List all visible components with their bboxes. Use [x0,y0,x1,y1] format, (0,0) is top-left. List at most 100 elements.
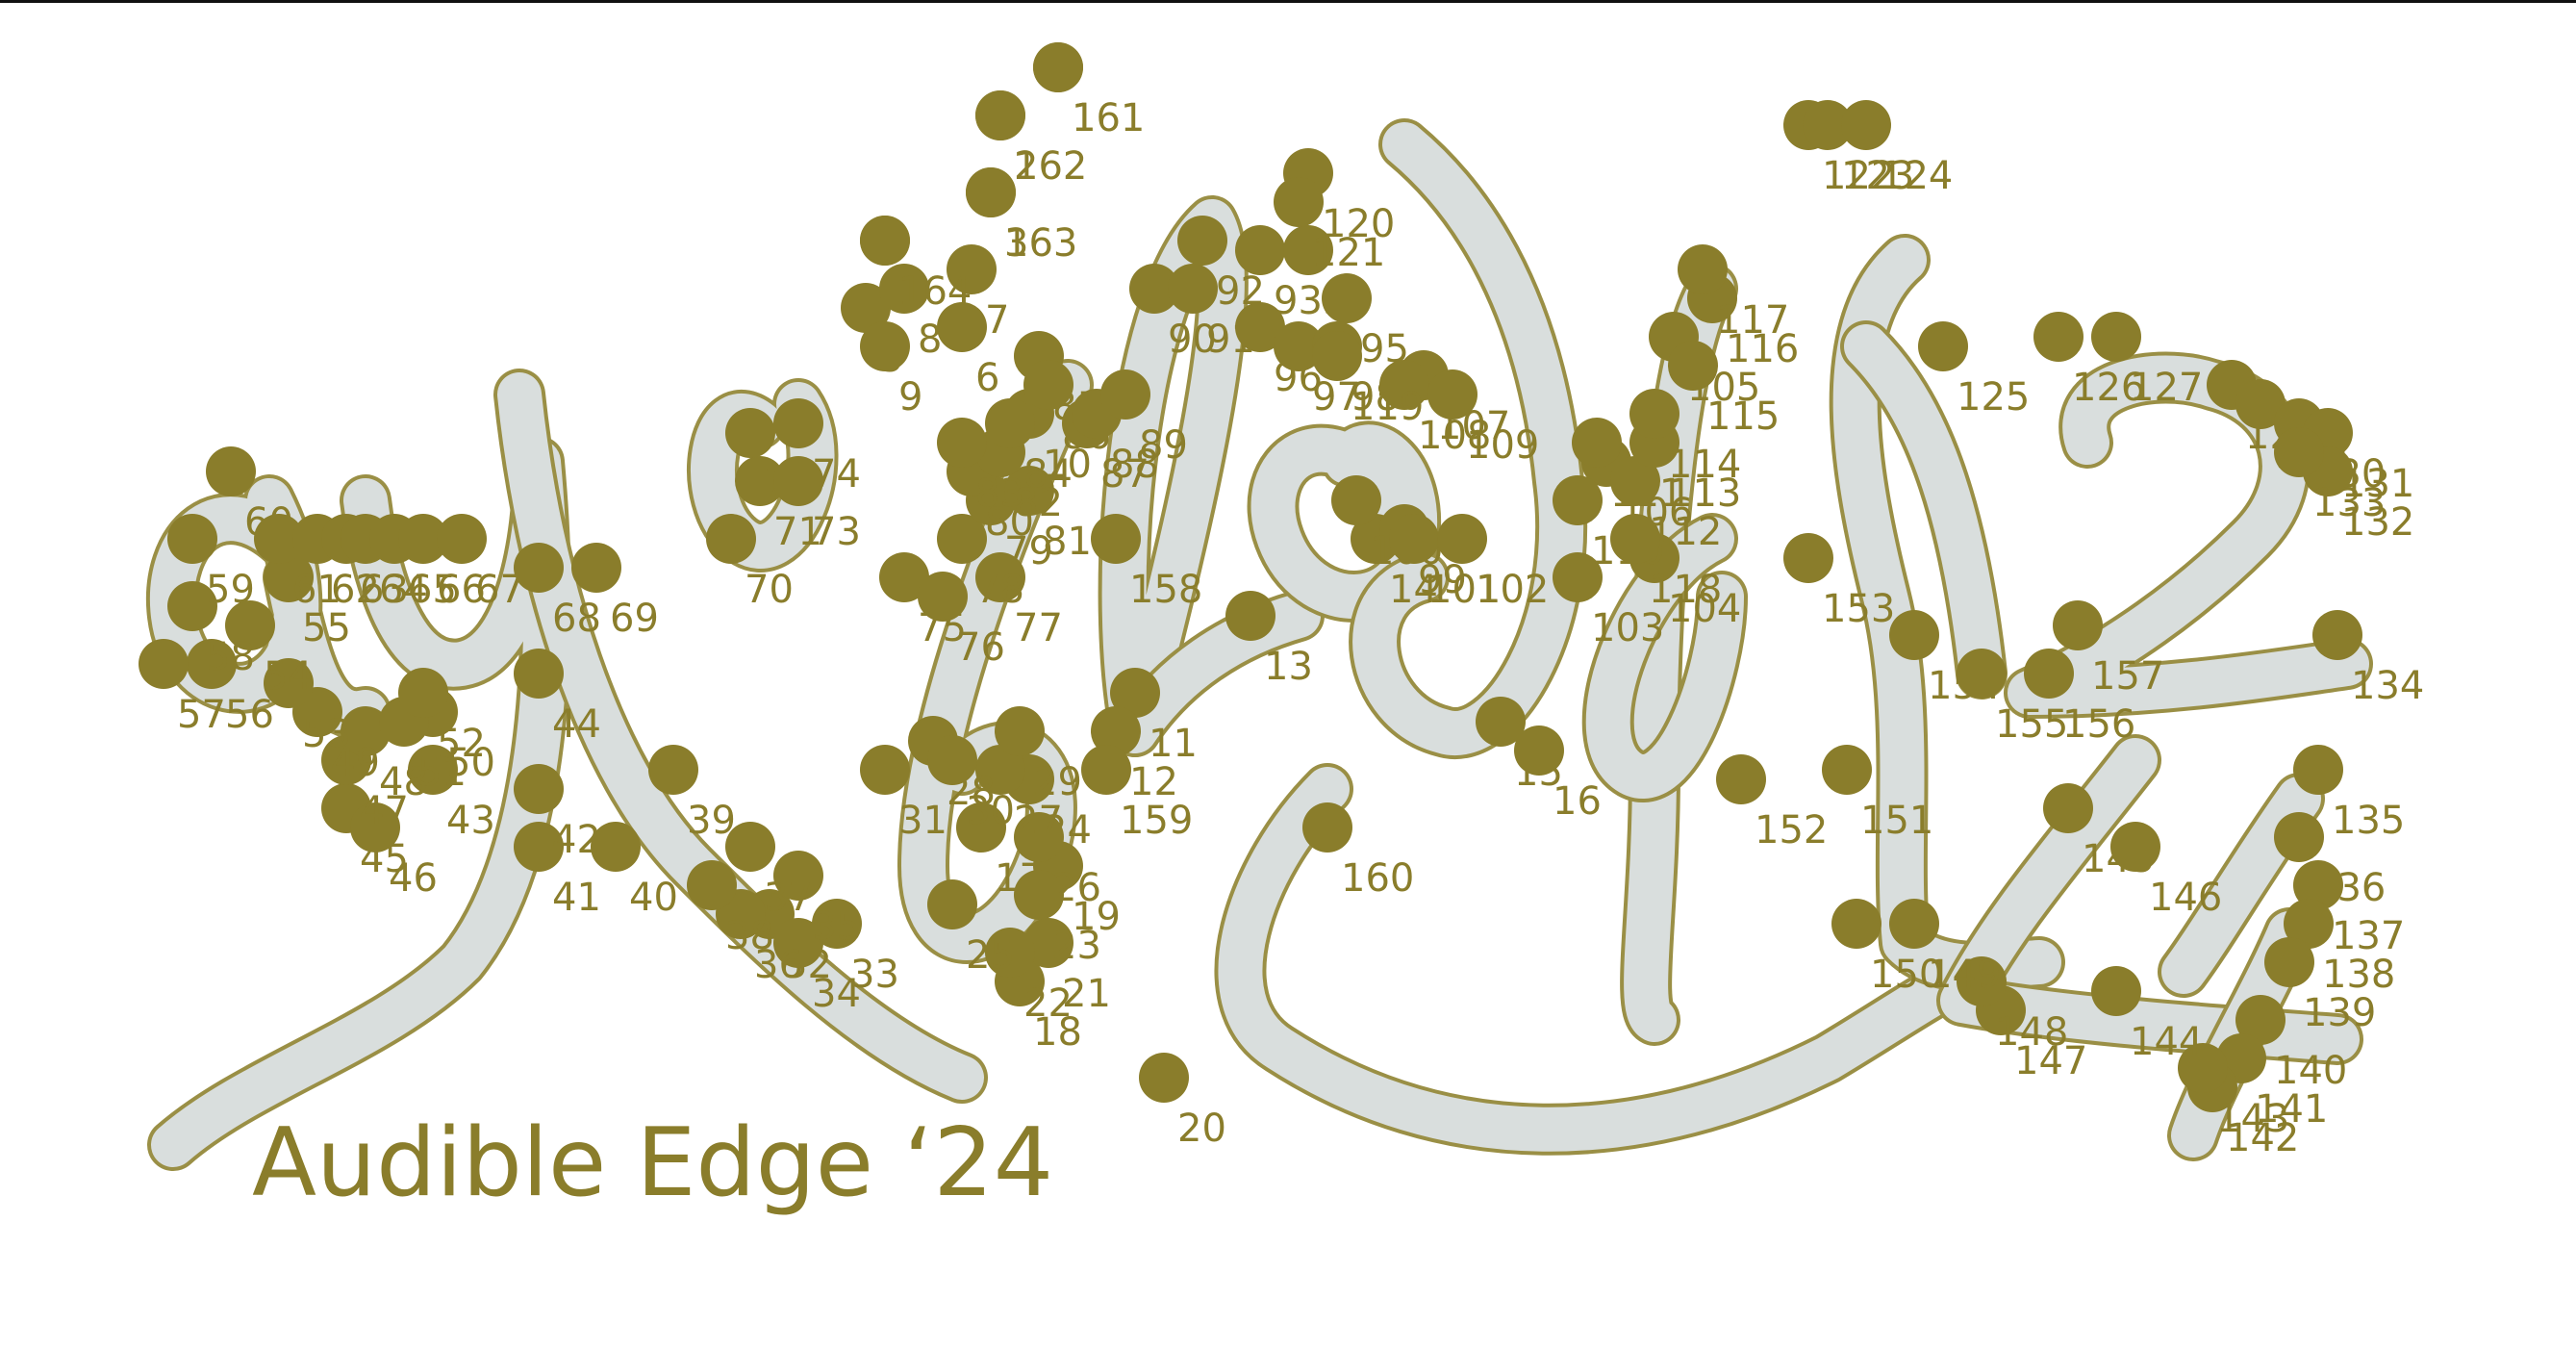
point-marker: 114 [1629,389,1741,487]
point-marker: 14 [1351,514,1438,612]
point-marker: 35 [773,851,861,949]
point-dot [706,514,756,564]
point-dot [1235,302,1285,352]
point-dot [1389,514,1439,564]
point-marker: 57 [139,639,226,737]
point-label: 84 [1023,452,1073,496]
point-dot [2274,427,2324,477]
point-label: 118 [1649,568,1722,612]
point-dot [812,899,862,949]
point-dot [1803,100,1853,150]
point-label: 64 [379,568,428,612]
point-marker: 140 [2235,995,2347,1093]
point-dot [139,639,189,689]
point-marker: 55 [264,552,351,650]
point-dot [1427,369,1477,420]
point-label: 34 [812,972,861,1016]
point-marker: 30 [927,735,1015,833]
point-label: 115 [1706,395,1780,439]
point-marker: 103 [1553,552,1664,650]
point-marker: 6 [937,302,999,400]
point-dot [975,745,1025,795]
point-marker: 148 [1957,956,2068,1055]
point-marker: 16 [1514,725,1602,824]
point-dot [725,408,775,458]
point-dot [1668,341,1718,391]
point-label: 112 [1649,510,1722,554]
point-marker: 135 [2293,745,2405,843]
point-label: 13 [1264,645,1313,689]
point-dot [167,514,217,564]
point-label: 65 [408,568,457,612]
point-label: 140 [2274,1049,2347,1093]
point-marker: 46 [350,802,438,901]
point-marker: 121 [1274,177,1385,275]
point-dot [408,745,458,795]
point-label: 55 [302,606,351,650]
point-marker: 137 [2293,860,2405,958]
point-label: 99 [1418,558,1467,602]
point-marker: 31 [860,745,947,843]
point-label: 18 [1033,1010,1082,1055]
point-marker: 146 [2110,822,2222,920]
point-marker: 134 [2312,610,2424,708]
point-marker: 37 [725,822,813,920]
point-label: 146 [2149,876,2222,920]
point-label: 109 [1466,423,1539,468]
point-label: 20 [1177,1107,1226,1151]
point-dot [591,822,641,872]
point-dot [2235,379,2286,429]
point-label: 76 [956,625,1005,670]
point-dot [1572,418,1622,468]
point-label: 81 [1043,520,1092,564]
point-label: 12 [1129,760,1178,804]
point-dot [2293,745,2343,795]
point-dot [1610,514,1660,564]
point-label: 123 [1841,154,1914,198]
top-border [0,0,2576,3]
point-marker: 95 [1322,273,1409,371]
point-label: 131 [2341,462,2414,506]
point-marker: 164 [860,216,972,314]
point-label: 47 [360,789,409,833]
point-dot [1957,649,2007,699]
point-label: 97 [1312,375,1361,420]
point-marker: 7 [947,244,1009,343]
point-label: 59 [206,568,255,612]
point-dot [1014,870,1064,920]
point-dot [879,264,929,314]
point-label: 48 [379,760,428,804]
point-dot [1476,697,1526,747]
point-marker: 44 [514,649,601,747]
point-marker: 132 [2303,446,2414,545]
point-dot [2091,966,2141,1016]
point-marker: 88 [1072,389,1159,487]
point-marker: 108 [1379,360,1491,458]
point-marker: 118 [1610,514,1722,612]
point-label: 90 [1168,318,1217,362]
point-dot [2024,649,2074,699]
point-dot [398,668,448,718]
point-marker: 84 [985,398,1073,496]
point-label: 104 [1668,587,1741,631]
point-marker: 101 [1389,514,1501,612]
point-marker: 53 [264,658,351,756]
point-dot [860,745,910,795]
point-marker: 83 [937,418,1024,516]
point-label: 120 [1322,202,1395,246]
point-dot [735,456,785,506]
point-dot [1129,264,1179,314]
point-label: 117 [1716,298,1789,343]
point-dot [687,860,737,910]
point-label: 135 [2332,799,2405,843]
point-label: 43 [446,799,495,843]
point-dot [1918,321,1968,371]
point-dot [1081,745,1131,795]
point-dot [1023,360,1073,410]
point-marker: 147 [1976,985,2087,1083]
point-label: 151 [1860,799,1933,843]
point-label: 121 [1312,231,1385,275]
point-marker: 112 [1610,456,1722,554]
point-label: 78 [975,568,1024,612]
point-label: 126 [2072,366,2145,410]
